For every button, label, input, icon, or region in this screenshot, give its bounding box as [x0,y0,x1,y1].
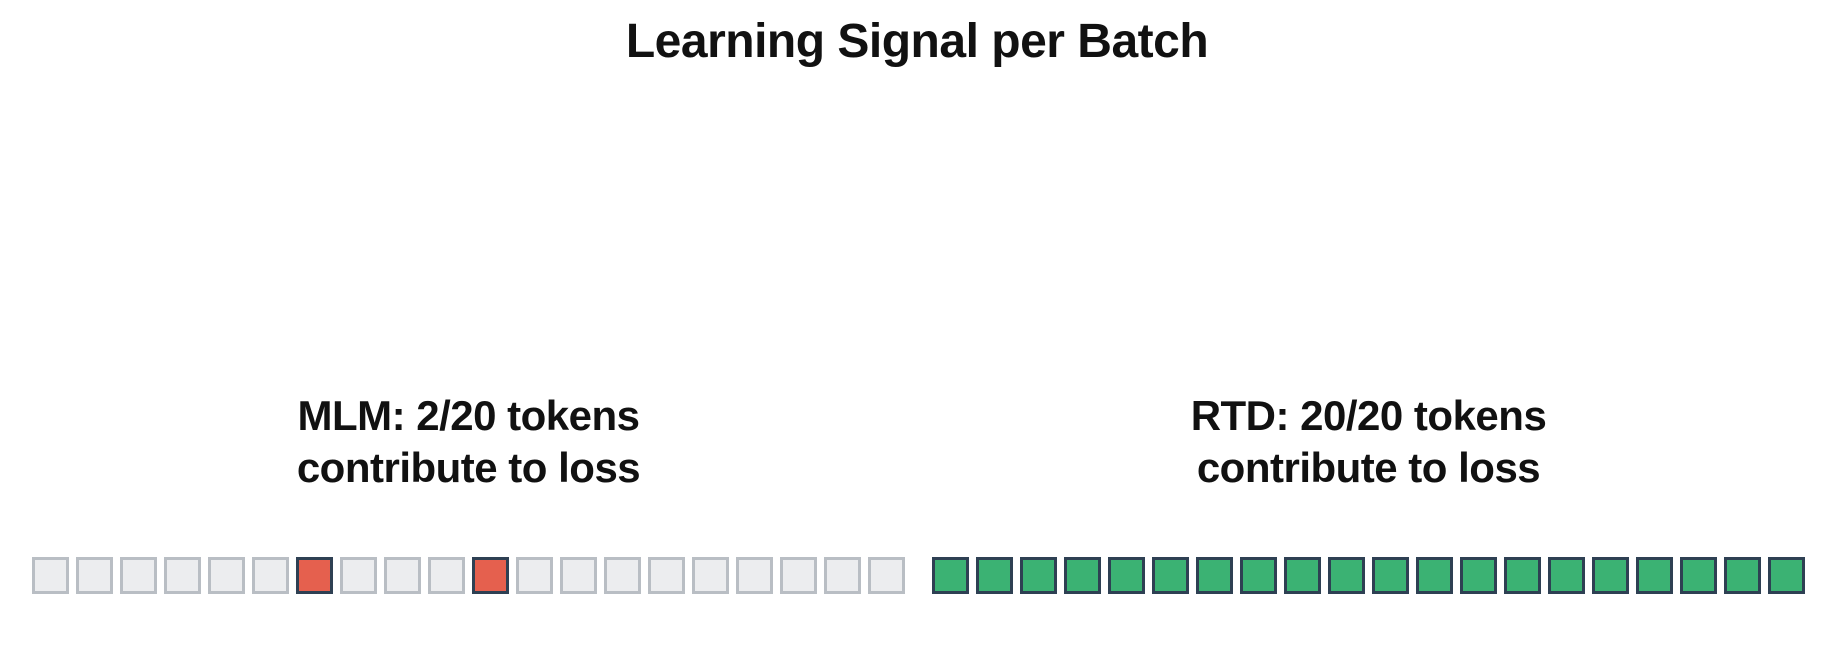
mlm-token-12-inactive [516,557,553,594]
rtd-token-13-active [1460,557,1497,594]
figure-title: Learning Signal per Batch [625,15,1209,68]
rtd-token-11-active [1372,557,1409,594]
rtd-token-12-active [1416,557,1453,594]
rtd-label-line2: contribute to loss [1196,444,1541,491]
mlm-token-18-inactive [780,557,817,594]
rtd-token-8-active [1240,557,1277,594]
rtd-token-9-active [1284,557,1321,594]
rtd-panel: RTD: 20/20 tokens contribute to loss [932,0,1805,649]
mlm-token-15-inactive [648,557,685,594]
mlm-token-4-inactive [164,557,201,594]
rtd-token-row [932,557,1805,594]
mlm-label-line2: contribute to loss [296,444,641,491]
mlm-token-7-active [296,557,333,594]
rtd-label-line1: RTD: 20/20 tokens [1190,392,1547,439]
rtd-token-6-active [1152,557,1189,594]
mlm-token-11-active [472,557,509,594]
rtd-token-14-active [1504,557,1541,594]
rtd-token-1-active [932,557,969,594]
rtd-token-16-active [1592,557,1629,594]
rtd-token-20-active [1768,557,1805,594]
mlm-token-9-inactive [384,557,421,594]
rtd-label: RTD: 20/20 tokens contribute to loss [932,390,1805,494]
rtd-token-18-active [1680,557,1717,594]
rtd-token-15-active [1548,557,1585,594]
mlm-panel: MLM: 2/20 tokens contribute to loss [32,0,905,649]
rtd-token-2-active [976,557,1013,594]
mlm-token-17-inactive [736,557,773,594]
mlm-token-19-inactive [824,557,861,594]
rtd-token-7-active [1196,557,1233,594]
mlm-token-6-inactive [252,557,289,594]
mlm-token-5-inactive [208,557,245,594]
mlm-token-13-inactive [560,557,597,594]
mlm-token-1-inactive [32,557,69,594]
mlm-token-10-inactive [428,557,465,594]
mlm-token-row [32,557,905,594]
mlm-token-16-inactive [692,557,729,594]
mlm-label-line1: MLM: 2/20 tokens [297,392,640,439]
mlm-token-14-inactive [604,557,641,594]
rtd-token-17-active [1636,557,1673,594]
rtd-token-19-active [1724,557,1761,594]
mlm-token-8-inactive [340,557,377,594]
mlm-token-2-inactive [76,557,113,594]
mlm-label: MLM: 2/20 tokens contribute to loss [32,390,905,494]
mlm-token-3-inactive [120,557,157,594]
rtd-token-5-active [1108,557,1145,594]
rtd-token-3-active [1020,557,1057,594]
mlm-token-20-inactive [868,557,905,594]
rtd-token-10-active [1328,557,1365,594]
rtd-token-4-active [1064,557,1101,594]
